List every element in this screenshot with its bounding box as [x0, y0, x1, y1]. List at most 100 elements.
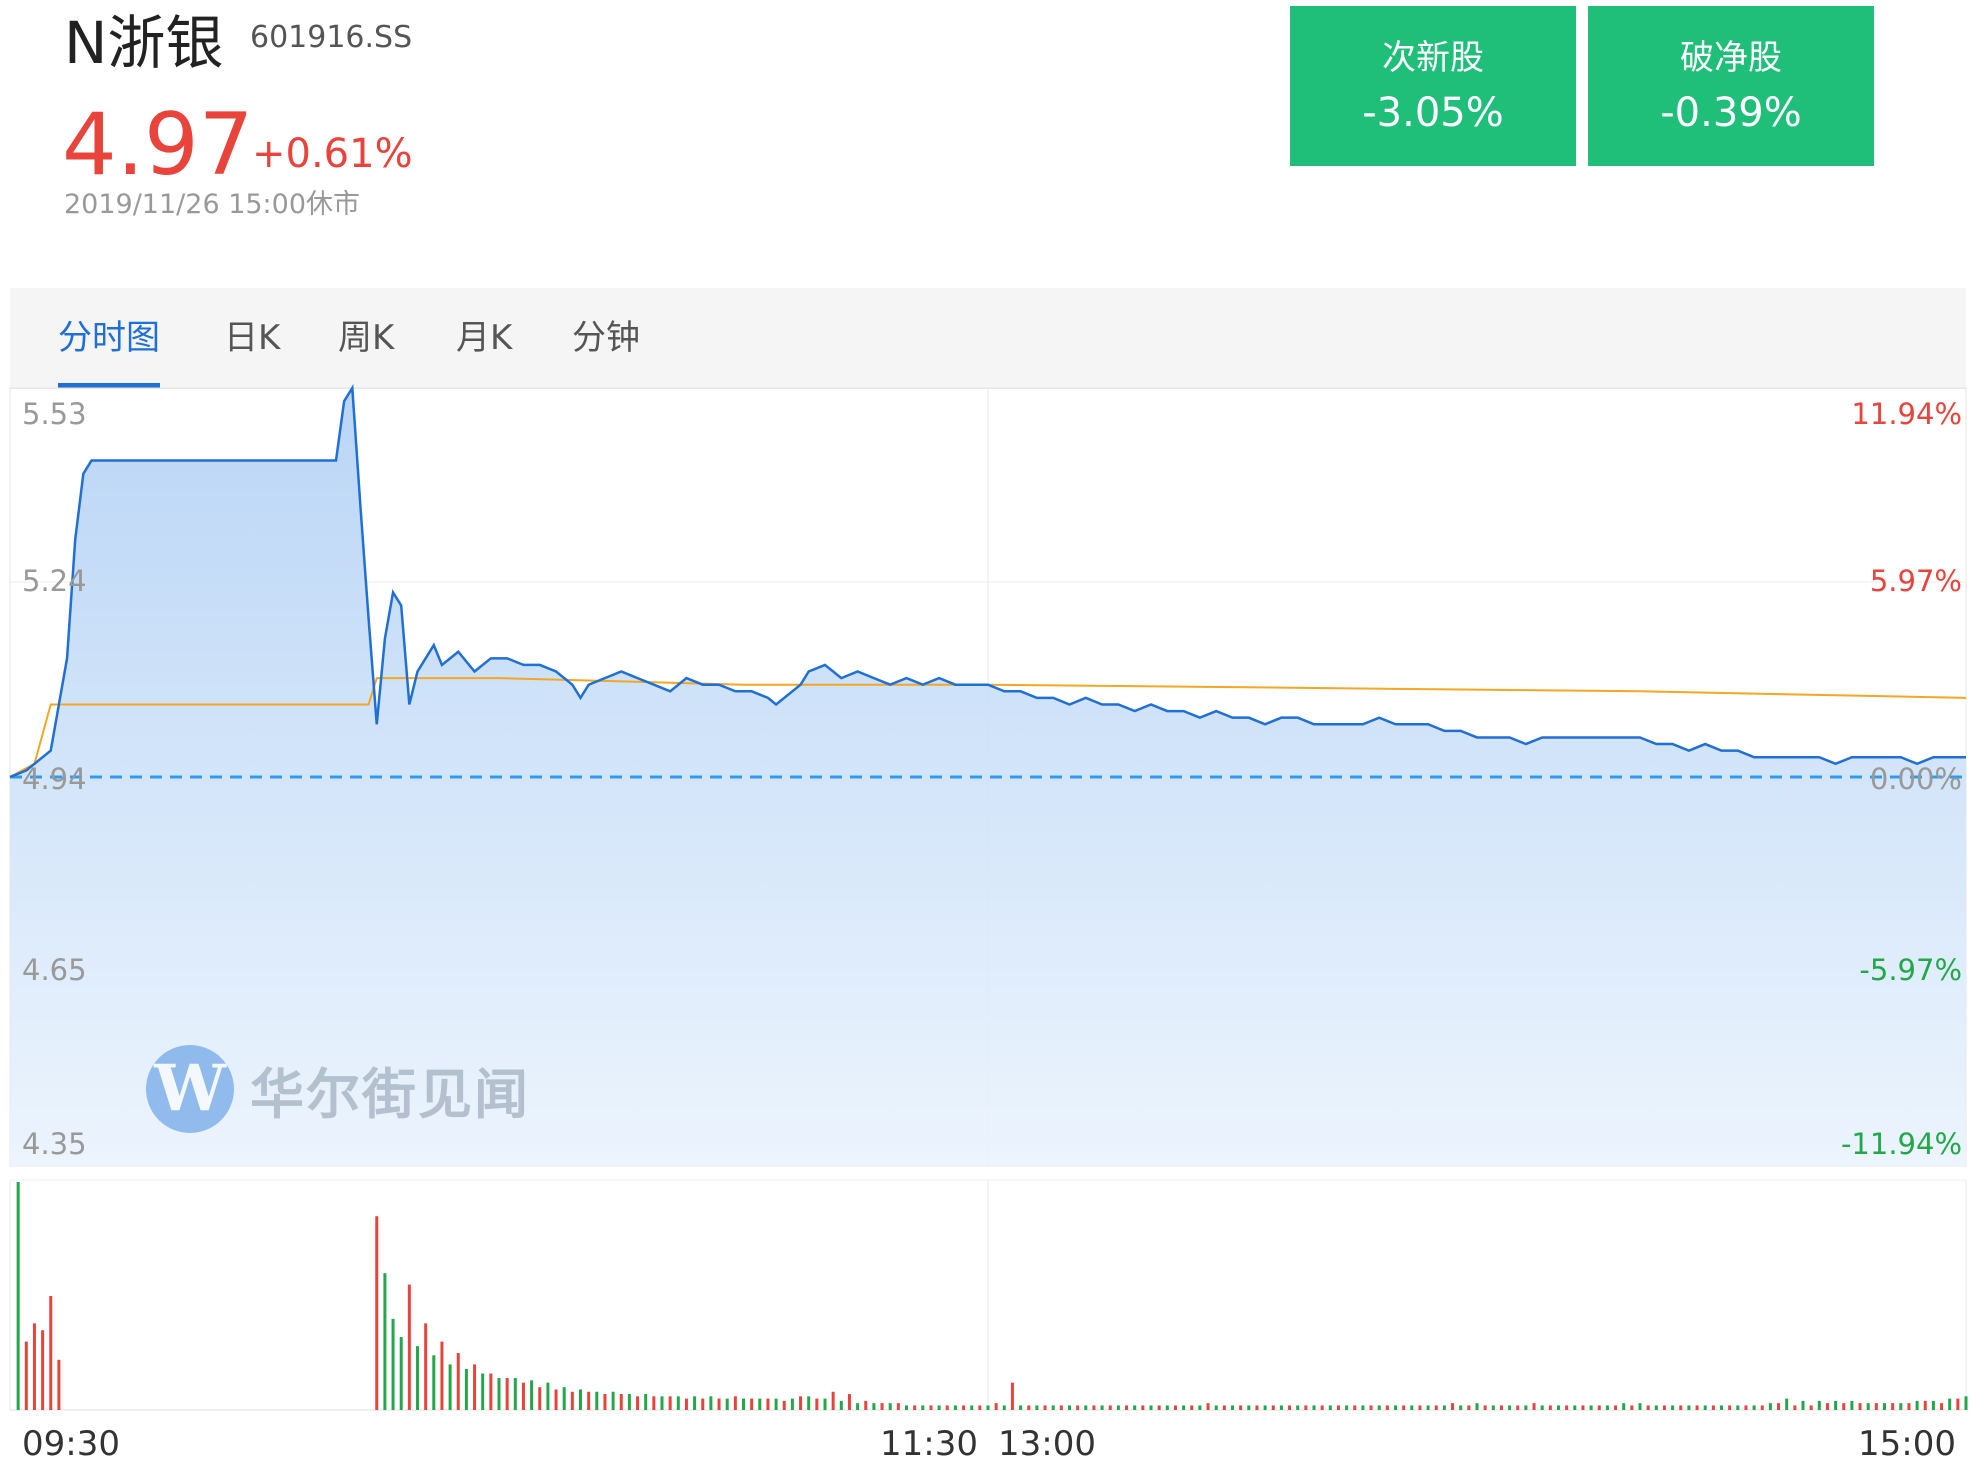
- volume-bar-up: [41, 1330, 45, 1410]
- volume-bar-up: [1239, 1405, 1243, 1410]
- volume-bar-up: [440, 1341, 444, 1410]
- volume-bar-up: [521, 1382, 525, 1410]
- volume-bar-up: [668, 1396, 672, 1410]
- volume-bar-down: [921, 1405, 925, 1410]
- volume-bar-down: [1736, 1405, 1740, 1410]
- volume-bar-up: [962, 1405, 966, 1410]
- volume-bar-up: [1907, 1403, 1911, 1410]
- badge-value: -3.05%: [1362, 90, 1504, 136]
- volume-bar-up: [1516, 1405, 1520, 1410]
- volume-bar-down: [1165, 1405, 1169, 1410]
- volume-bar-up: [1532, 1403, 1536, 1410]
- tab-intraday[interactable]: 分时图: [58, 288, 160, 388]
- volume-bar-up: [1614, 1405, 1618, 1410]
- volume-bar-down: [579, 1389, 582, 1410]
- volume-bar-up: [456, 1353, 460, 1410]
- price-line: [9, 384, 1966, 779]
- volume-bar-up: [1695, 1405, 1699, 1410]
- percent-tick-label: -11.94%: [1841, 1127, 1962, 1161]
- volume-bar-down: [1785, 1398, 1789, 1410]
- volume-bar-down: [562, 1387, 566, 1410]
- volume-bar-down: [1426, 1405, 1430, 1410]
- volume-bar-down: [546, 1382, 550, 1410]
- volume-bar-up: [701, 1398, 705, 1410]
- volume-bar-down: [660, 1396, 664, 1410]
- time-tick-label: 15:00: [1858, 1424, 1956, 1464]
- tab-minute[interactable]: 分钟: [572, 318, 640, 358]
- volume-bar-up: [815, 1398, 819, 1410]
- watermark-logo-icon: W: [146, 1045, 234, 1133]
- volume-bar-down: [872, 1403, 876, 1410]
- volume-bar-down: [1850, 1400, 1854, 1410]
- watermark: W 华尔街见闻: [146, 1044, 530, 1134]
- volume-bar-down: [725, 1398, 729, 1410]
- tab-daily-k[interactable]: 日K: [224, 318, 281, 358]
- volume-bar-down: [416, 1346, 419, 1410]
- volume-bar-down: [1377, 1405, 1381, 1410]
- volume-bar-up: [1760, 1405, 1764, 1410]
- volume-bar-up: [929, 1405, 933, 1410]
- volume-bar-up: [1597, 1405, 1601, 1410]
- volume-bar-up: [1483, 1405, 1487, 1410]
- volume-bar-up: [766, 1398, 770, 1410]
- badge-label: 破净股: [1680, 38, 1782, 78]
- volume-bar-down: [497, 1378, 501, 1410]
- volume-bar-up: [652, 1396, 656, 1410]
- volume-bar-down: [1149, 1405, 1153, 1410]
- volume-bar-down: [856, 1403, 860, 1410]
- volume-bar-down: [970, 1405, 974, 1410]
- volume-bar-up: [1418, 1405, 1422, 1410]
- volume-bar-up: [1434, 1405, 1438, 1410]
- volume-bar-down: [1459, 1405, 1463, 1410]
- volume-bar-up: [489, 1373, 493, 1410]
- volume-bar-up: [1108, 1405, 1112, 1410]
- badge-sector-new-stock[interactable]: 次新股 -3.05%: [1290, 6, 1576, 166]
- volume-bar-up: [1190, 1405, 1194, 1410]
- time-tick-label: 11:30: [880, 1424, 978, 1464]
- volume-bar-down: [1589, 1405, 1593, 1410]
- volume-bar-down: [391, 1318, 395, 1410]
- volume-bar-down: [627, 1394, 631, 1410]
- volume-bar-up: [945, 1405, 949, 1410]
- volume-bar-down: [464, 1368, 468, 1410]
- tab-weekly-k[interactable]: 周K: [338, 318, 395, 358]
- volume-bar-up: [1842, 1403, 1846, 1410]
- time-tick-label: 09:30: [22, 1424, 120, 1464]
- volume-bar-up: [684, 1398, 688, 1410]
- volume-bar-down: [1931, 1400, 1935, 1410]
- volume-bar-down: [1475, 1403, 1479, 1410]
- volume-bar-down: [513, 1378, 517, 1410]
- volume-bar-up: [1565, 1405, 1569, 1410]
- volume-bar-up: [1271, 1405, 1275, 1410]
- badge-sector-below-book[interactable]: 破净股 -0.39%: [1588, 6, 1874, 166]
- volume-bar-down: [1915, 1400, 1919, 1410]
- volume-bar-down: [530, 1380, 534, 1410]
- volume-bar-down: [1002, 1405, 1006, 1410]
- volume-bar-down: [888, 1403, 892, 1410]
- volume-bar-down: [1214, 1405, 1218, 1410]
- volume-bar-up: [1793, 1405, 1797, 1410]
- volume-bar-down: [953, 1405, 957, 1410]
- volume-bar-down: [1964, 1396, 1968, 1410]
- volume-bar-up: [24, 1341, 28, 1410]
- price-tick-label: 4.65: [22, 953, 87, 987]
- volume-bar-down: [399, 1337, 403, 1410]
- volume-bar-down: [807, 1396, 811, 1410]
- volume-bar-down: [1720, 1405, 1723, 1410]
- volume-bar-up: [1206, 1403, 1210, 1410]
- price-tick-label: 5.24: [22, 564, 87, 598]
- volume-bar-up: [1353, 1405, 1357, 1410]
- percent-tick-label: 11.94%: [1851, 397, 1962, 431]
- volume-bar-down: [1671, 1405, 1675, 1410]
- tab-monthly-k[interactable]: 月K: [456, 318, 513, 358]
- chart-tab-bar: 分时图 日K 周K 月K 分钟: [10, 288, 1966, 389]
- volume-bar-up: [1451, 1403, 1455, 1410]
- volume-bar-down: [1899, 1403, 1903, 1410]
- volume-bar-down: [1524, 1405, 1528, 1410]
- volume-bar-up: [473, 1364, 477, 1410]
- volume-bar-up: [603, 1394, 607, 1410]
- volume-bar-down: [432, 1355, 436, 1410]
- volume-bar-up: [1777, 1403, 1781, 1410]
- volume-bar-down: [1345, 1405, 1349, 1410]
- price-tick-label: 4.35: [22, 1127, 87, 1161]
